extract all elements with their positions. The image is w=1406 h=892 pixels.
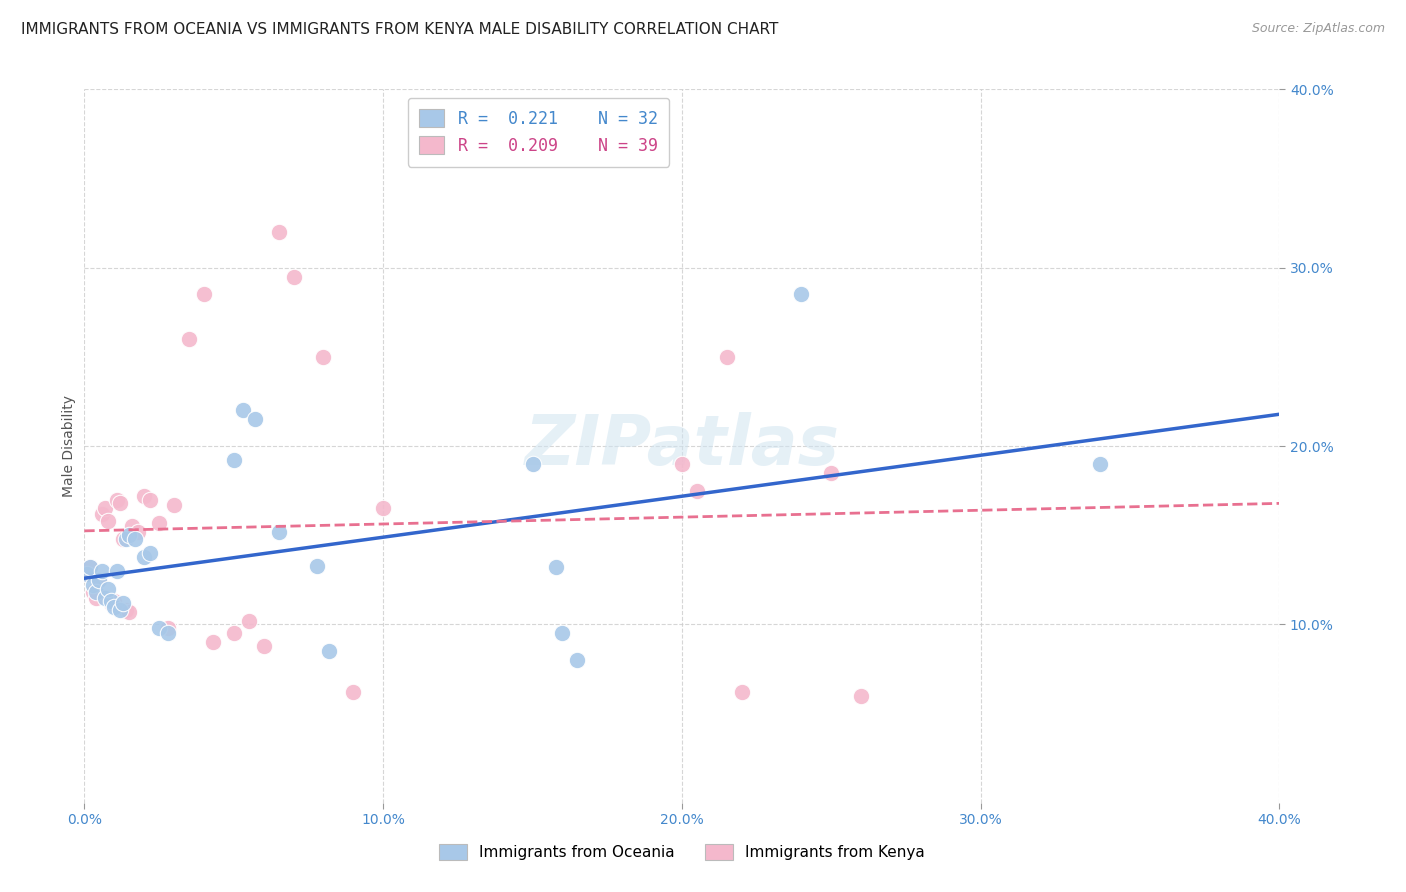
Point — [551, 626, 574, 640]
Point — [546, 560, 568, 574]
Point — [1088, 457, 1111, 471]
Point — [522, 457, 544, 471]
Text: Source: ZipAtlas.com: Source: ZipAtlas.com — [1251, 22, 1385, 36]
Point — [86, 585, 108, 599]
Point — [97, 514, 120, 528]
Point — [105, 492, 128, 507]
Text: ZIPatlas: ZIPatlas — [524, 412, 839, 480]
Point — [671, 457, 693, 471]
Point — [118, 605, 141, 619]
Point — [193, 287, 215, 301]
Point — [118, 528, 141, 542]
Point — [89, 573, 111, 587]
Point — [222, 626, 245, 640]
Point — [115, 532, 138, 546]
Point — [157, 626, 180, 640]
Point — [139, 492, 162, 507]
Point — [849, 689, 872, 703]
Point — [91, 564, 114, 578]
Point — [253, 639, 276, 653]
Point — [94, 501, 117, 516]
Point — [94, 591, 117, 605]
Point — [103, 594, 125, 608]
Point — [201, 635, 224, 649]
Point — [112, 532, 135, 546]
Point — [79, 560, 101, 574]
Point — [307, 558, 329, 573]
Point — [318, 644, 340, 658]
Point — [148, 621, 170, 635]
Point — [222, 453, 245, 467]
Point — [232, 403, 254, 417]
Point — [686, 483, 709, 498]
Point — [157, 621, 180, 635]
Point — [86, 591, 108, 605]
Point — [79, 560, 101, 574]
Text: IMMIGRANTS FROM OCEANIA VS IMMIGRANTS FROM KENYA MALE DISABILITY CORRELATION CHA: IMMIGRANTS FROM OCEANIA VS IMMIGRANTS FR… — [21, 22, 779, 37]
Point — [267, 225, 290, 239]
Point — [790, 287, 813, 301]
Point — [82, 585, 104, 599]
Point — [132, 489, 156, 503]
Point — [127, 524, 149, 539]
Point — [115, 603, 138, 617]
Point — [82, 578, 104, 592]
Point — [238, 614, 260, 628]
Point — [283, 269, 305, 284]
Point — [267, 524, 290, 539]
Point — [112, 596, 135, 610]
Point — [121, 519, 143, 533]
Y-axis label: Male Disability: Male Disability — [62, 395, 76, 497]
Point — [132, 549, 156, 564]
Point — [139, 546, 162, 560]
Legend: Immigrants from Oceania, Immigrants from Kenya: Immigrants from Oceania, Immigrants from… — [433, 838, 931, 866]
Point — [100, 596, 122, 610]
Point — [243, 412, 266, 426]
Point — [567, 653, 589, 667]
Point — [820, 466, 842, 480]
Point — [110, 603, 132, 617]
Point — [97, 582, 120, 596]
Point — [148, 516, 170, 530]
Point — [103, 599, 125, 614]
Point — [731, 685, 754, 699]
Point — [91, 507, 114, 521]
Point — [716, 350, 738, 364]
Point — [110, 496, 132, 510]
Point — [177, 332, 200, 346]
Point — [312, 350, 335, 364]
Point — [163, 498, 186, 512]
Point — [100, 594, 122, 608]
Point — [76, 567, 98, 582]
Point — [124, 532, 146, 546]
Point — [342, 685, 364, 699]
Point — [105, 564, 128, 578]
Point — [371, 501, 394, 516]
Point — [89, 573, 111, 587]
Point — [76, 567, 98, 582]
